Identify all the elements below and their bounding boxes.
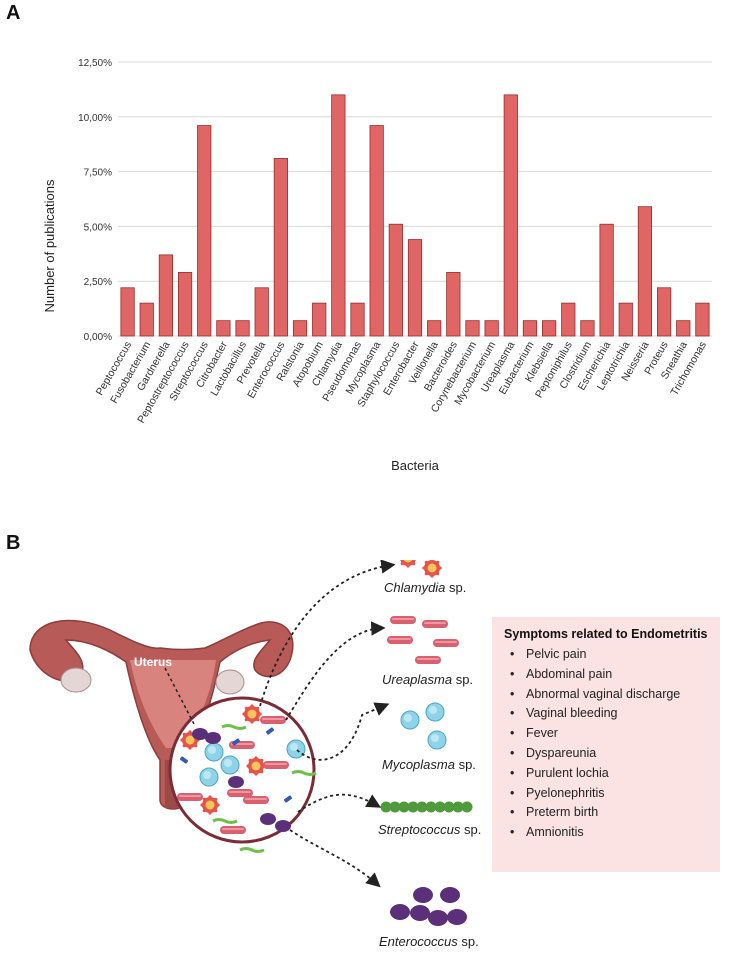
bar [197,125,212,337]
symptom-item: Preterm birth [504,803,712,823]
bar [522,320,538,337]
endometritis-illustration [29,560,473,926]
bar [235,320,250,337]
symptom-item: Purulent lochia [504,764,712,784]
y-axis-ticks: 0,00% 2,50% 5,00% 7,50% 10,00% 12,50% [78,58,112,343]
symptoms-box: Symptoms related to Endometritis Pelvic … [492,617,720,872]
symptom-item: Vaginal bleeding [504,704,712,724]
panel-a-label: A [6,2,21,24]
symptoms-title: Symptoms related to Endometritis [504,627,708,641]
y-tick-label: 7,50% [84,168,112,179]
x-axis-ticks: PeptococcusFusobacteriumGardnerellaPepto… [94,339,709,425]
bar [427,320,442,337]
streptococcus-coccus [398,801,410,813]
bar [656,287,672,337]
bar [446,272,461,337]
bar-chart: 0,00% 2,50% 5,00% 7,50% 10,00% 12,50% Peptoco… [42,58,712,473]
bars [120,94,710,337]
bar [388,223,403,337]
bar [292,320,308,337]
streptococcus-coccus [434,801,446,813]
symptom-item: Dyspareunia [504,744,712,764]
bar [369,125,384,337]
x-axis-label: Bacteria [391,458,439,473]
symptom-item: Pelvic pain [504,645,712,665]
y-tick-label: 5,00% [84,222,112,233]
bar [120,287,135,337]
y-tick-label: 2,50% [84,277,112,288]
bar [695,302,710,337]
uterus-label: Uterus [134,655,173,669]
symptom-item: Abnormal vaginal discharge [504,685,712,705]
ureaplasma-label: Ureaplasma sp. [382,672,474,687]
streptococcus-illustration [380,801,473,813]
bar [331,94,346,337]
y-tick-label: 0,00% [84,332,112,343]
bar [676,320,691,337]
bar [484,320,499,337]
bar [139,302,154,337]
bar [254,287,269,337]
symptom-item: Abdominal pain [504,665,712,685]
panel-b-label: B [6,532,21,554]
mycoplasma-illustration [400,702,447,750]
enterococcus-label: Enterococcus sp. [379,934,479,949]
bar [637,206,653,337]
symptom-item: Fever [504,724,712,744]
streptococcus-coccus [425,801,437,813]
magnified-view [168,696,317,853]
y-tick-label: 10,00% [78,113,112,124]
y-axis-label: Number of publications [42,179,57,312]
streptococcus-coccus [443,801,455,813]
y-tick-label: 12,50% [78,58,112,69]
streptococcus-coccus [416,801,428,813]
symptom-item: Amnionitis [504,823,712,843]
bar [158,254,174,337]
circle-contents [177,704,317,853]
bar [273,158,288,337]
chlamydia-label: Chlamydia sp. [384,580,467,595]
streptococcus-coccus [461,801,473,813]
bar [599,223,614,337]
symptom-item: Pyelonephritis [504,784,712,804]
chlamydia-illustration [398,560,442,578]
bar [216,320,231,337]
bar [407,239,423,337]
bar [618,302,633,337]
streptococcus-coccus [380,801,392,813]
bar [350,302,365,337]
streptococcus-coccus [452,801,464,813]
ureaplasma-illustration [387,616,459,664]
symptoms-list: Pelvic painAbdominal painAbnormal vagina… [504,645,712,843]
streptococcus-coccus [389,801,401,813]
bar [312,302,327,337]
bar [561,302,576,337]
bar [465,320,480,337]
bar [177,272,193,337]
bar [580,320,595,337]
streptococcus-label: Streptococcus sp. [378,822,482,837]
bar [542,320,557,337]
streptococcus-coccus [407,801,419,813]
bar [503,94,518,337]
mycoplasma-label: Mycoplasma sp. [382,757,476,772]
enterococcus-illustration [390,887,467,926]
dotted-arrows [259,560,396,888]
